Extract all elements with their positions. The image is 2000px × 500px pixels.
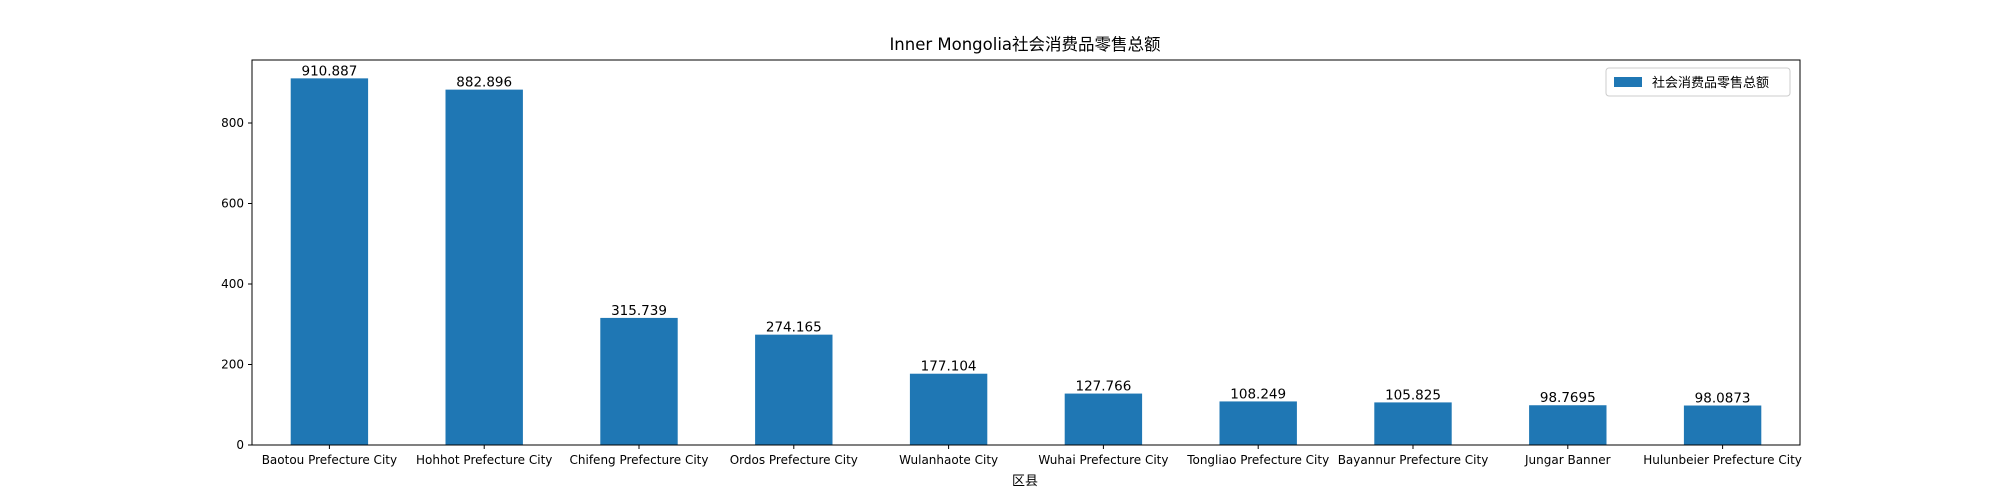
bars-group — [290, 78, 1762, 445]
x-tick-label: Wulanhaote City — [899, 453, 998, 467]
bar-1 — [290, 78, 369, 445]
bar-4 — [755, 334, 833, 445]
value-labels-group: 910.887 882.896 315.739 274.165 177.104 127.7… — [301, 63, 1750, 406]
value-label: 108.249 — [1230, 386, 1286, 402]
value-label: 910.887 — [301, 63, 357, 79]
legend: 社会消费品零售总额 — [1605, 67, 1791, 97]
legend-box — [1605, 67, 1791, 97]
x-tick-label: Jungar Banner — [1524, 453, 1611, 467]
value-label: 98.0873 — [1695, 391, 1751, 407]
value-label: 274.165 — [766, 320, 822, 336]
legend-label: 社会消费品零售总额 — [1652, 75, 1769, 91]
x-tick-label: Wuhai Prefecture City — [1038, 453, 1168, 467]
y-tick-label: 600 — [221, 196, 244, 210]
value-label: 882.896 — [456, 75, 512, 91]
x-tick-label: Hohhot Prefecture City — [416, 453, 552, 467]
value-label: 315.739 — [611, 303, 667, 319]
value-label: 105.825 — [1385, 387, 1441, 403]
y-tick-label: 800 — [221, 116, 244, 130]
x-tick-label: Ordos Prefecture City — [730, 453, 858, 467]
y-axis-ticks: 0 200 400 600 800 — [221, 116, 252, 452]
x-tick-label: Tongliao Prefecture City — [1186, 453, 1329, 467]
x-axis-title: 区县 — [1012, 474, 1038, 489]
value-label: 127.766 — [1075, 379, 1131, 395]
x-tick-label: Hulunbeier Prefecture City — [1643, 453, 1802, 467]
bar-3 — [600, 317, 678, 445]
bar-6 — [1064, 393, 1143, 445]
y-tick-label: 200 — [221, 357, 244, 371]
plot-frame — [251, 59, 1801, 446]
value-label: 177.104 — [921, 359, 977, 375]
y-tick-label: 400 — [221, 277, 244, 291]
bar-5 — [909, 373, 988, 445]
x-tick-label: Bayannur Prefecture City — [1338, 453, 1489, 467]
bar-9 — [1529, 405, 1607, 445]
bar-8 — [1374, 402, 1452, 445]
x-axis-ticks: Baotou Prefecture City Hohhot Prefecture … — [262, 445, 1802, 467]
value-label: 98.7695 — [1540, 390, 1596, 406]
x-tick-label: Baotou Prefecture City — [262, 453, 397, 467]
legend-swatch — [1614, 77, 1642, 87]
bar-7 — [1219, 401, 1297, 445]
chart-title: Inner Mongolia社会消费品零售总额 — [889, 35, 1161, 54]
y-tick-label: 0 — [236, 438, 244, 452]
bar-10 — [1683, 405, 1762, 445]
x-tick-label: Chifeng Prefecture City — [570, 453, 709, 467]
bar-2 — [445, 89, 523, 445]
